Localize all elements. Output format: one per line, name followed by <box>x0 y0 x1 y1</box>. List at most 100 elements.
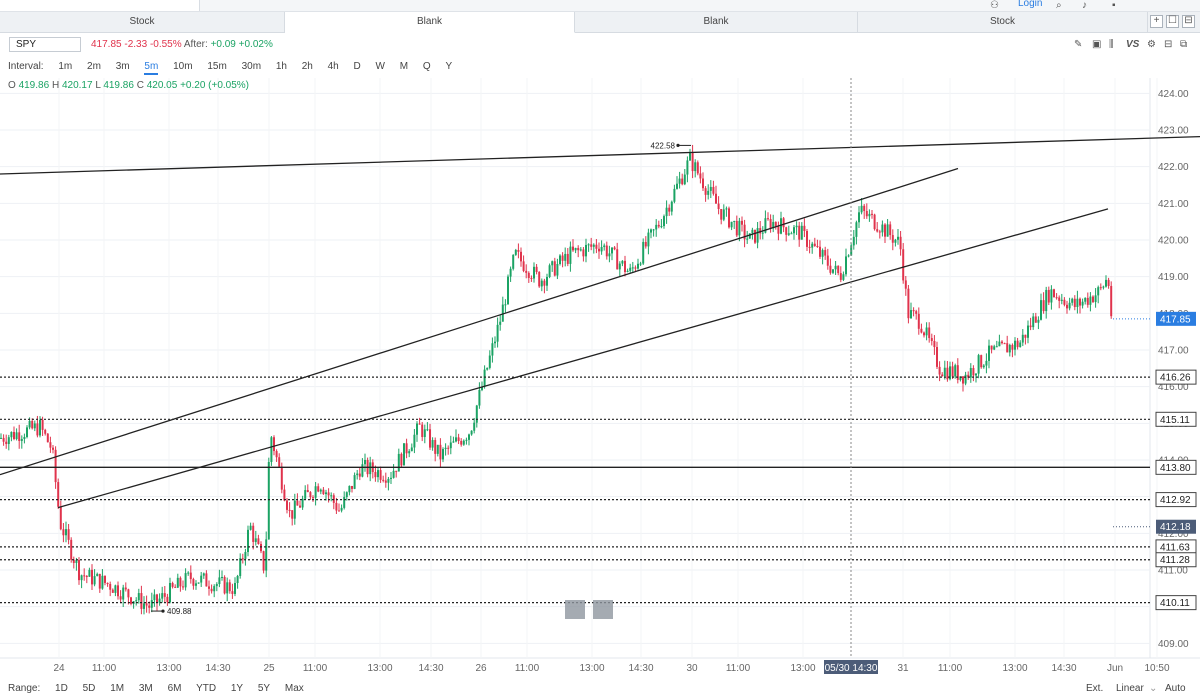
settings-gear-icon[interactable]: ⚙ <box>1147 39 1156 50</box>
candle-body <box>23 436 26 439</box>
candle-body <box>111 589 114 593</box>
bell-icon[interactable]: ♪ <box>1082 0 1087 11</box>
candle-body <box>322 489 325 495</box>
level-label: 411.63 <box>1160 542 1190 553</box>
extended-hours-toggle[interactable]: Ext. <box>1086 683 1104 694</box>
interval-m[interactable]: M <box>399 61 409 72</box>
range-6m[interactable]: 6M <box>167 683 182 694</box>
candle-body <box>475 405 478 423</box>
tab-stock-1[interactable]: Stock <box>0 12 285 33</box>
candle-body <box>954 365 957 377</box>
candle-body <box>169 583 171 603</box>
interval-4h[interactable]: 4h <box>327 61 339 72</box>
candle-body <box>494 341 496 344</box>
candle-body <box>1076 298 1079 308</box>
interval-1m[interactable]: 1m <box>58 61 73 72</box>
layout-menu-button[interactable]: ⊟ <box>1182 15 1195 28</box>
draw-pencil-icon[interactable]: ✎ <box>1074 39 1083 50</box>
candle-body <box>657 224 660 227</box>
scroll-left-button[interactable] <box>565 600 585 619</box>
login-link[interactable]: Login <box>1018 0 1043 9</box>
candle-body <box>543 280 546 286</box>
price-chart-svg[interactable]: 409.00410.00411.00412.00413.00414.00415.… <box>0 78 1200 680</box>
candle-body <box>374 472 377 478</box>
candle-body <box>1068 302 1071 309</box>
range-1y[interactable]: 1Y <box>230 683 244 694</box>
interval-5m[interactable]: 5m <box>144 61 159 75</box>
candle-body <box>1084 297 1087 302</box>
search-icon[interactable]: ⌕ <box>1056 0 1062 11</box>
interval-3m[interactable]: 3m <box>115 61 130 72</box>
range-5y[interactable]: 5Y <box>257 683 271 694</box>
range-ytd[interactable]: YTD <box>196 683 217 694</box>
x-tick-label: 25 <box>263 663 275 674</box>
interval-d[interactable]: D <box>353 61 361 72</box>
interval-1h[interactable]: 1h <box>275 61 287 72</box>
candle-body <box>1001 341 1003 344</box>
candle-body <box>293 500 296 519</box>
candle-body <box>782 218 785 228</box>
account-icon[interactable]: ⚇ <box>990 0 999 11</box>
candle-body <box>15 432 18 440</box>
settings-icon[interactable]: ▪ <box>1112 0 1116 11</box>
symbol-search-input[interactable] <box>0 0 200 11</box>
chart-header: SPY 417.85 -2.33 -0.55% After: +0.09 +0.… <box>0 34 1200 82</box>
scroll-right-button[interactable] <box>593 600 613 619</box>
candle-body <box>660 226 663 228</box>
interval-10m[interactable]: 10m <box>173 61 193 72</box>
candle-body <box>145 603 148 606</box>
candle-body <box>36 423 39 436</box>
symbol-input[interactable]: SPY <box>9 37 81 52</box>
chart-type-icon[interactable]: ▣ <box>1092 39 1102 50</box>
save-layout-button[interactable]: ☐ <box>1166 15 1179 28</box>
scale-dropdown[interactable]: Linear <box>1116 683 1144 694</box>
candle-body <box>787 233 790 235</box>
range-3m[interactable]: 3M <box>138 683 153 694</box>
candle-body <box>694 162 697 172</box>
candle-body <box>990 345 993 350</box>
interval-15m[interactable]: 15m <box>207 61 227 72</box>
candle-body <box>725 208 728 210</box>
chevron-down-icon[interactable]: ⌄ <box>1149 683 1158 694</box>
candle-body <box>244 552 247 559</box>
interval-2m[interactable]: 2m <box>87 61 101 72</box>
interval-q[interactable]: Q <box>422 61 431 72</box>
tab-blank-2[interactable]: Blank <box>575 12 858 33</box>
candle-body <box>400 453 403 466</box>
interval-w[interactable]: W <box>375 61 385 72</box>
candle-body <box>897 236 899 240</box>
add-tab-button[interactable]: + <box>1150 15 1163 28</box>
compare-vs-icon[interactable]: VS <box>1126 39 1140 50</box>
candle-body <box>977 355 980 374</box>
range-1d[interactable]: 1D <box>55 683 68 694</box>
minimize-icon[interactable]: ⊟ <box>1164 39 1173 50</box>
popout-icon[interactable]: ⧉ <box>1180 39 1188 50</box>
candle-body <box>473 422 476 431</box>
candle-body <box>821 250 824 257</box>
candle-body <box>20 438 23 441</box>
tab-bar: Stock Blank Blank Stock + ☐ ⊟ <box>0 12 1200 33</box>
candle-body <box>403 443 405 466</box>
interval-2h[interactable]: 2h <box>301 61 313 72</box>
candle-body <box>1066 304 1068 309</box>
tab-blank-1[interactable]: Blank <box>285 12 575 33</box>
candle-body <box>397 453 400 472</box>
candle-body <box>551 261 554 266</box>
tab-stock-2[interactable]: Stock <box>858 12 1148 33</box>
price-chart[interactable]: 409.00410.00411.00412.00413.00414.00415.… <box>0 78 1200 680</box>
range-label: Range: <box>8 683 41 694</box>
interval-30m[interactable]: 30m <box>241 61 262 72</box>
candle-body <box>582 249 585 257</box>
range-max[interactable]: Max <box>284 683 304 694</box>
auto-scale-toggle[interactable]: Auto <box>1165 683 1186 694</box>
interval-selector: Interval: 1m 2m 3m 5m 10m 15m 30m 1h 2h … <box>8 61 464 75</box>
candle-body <box>241 558 244 560</box>
candle-body <box>1014 340 1016 350</box>
indicators-icon[interactable]: ⫼ <box>1109 39 1114 50</box>
interval-y[interactable]: Y <box>445 61 453 72</box>
candle-body <box>330 495 333 497</box>
level-label: 410.11 <box>1160 598 1190 609</box>
candle-body <box>1008 344 1011 353</box>
range-5d[interactable]: 5D <box>82 683 96 694</box>
range-1m[interactable]: 1M <box>110 683 125 694</box>
